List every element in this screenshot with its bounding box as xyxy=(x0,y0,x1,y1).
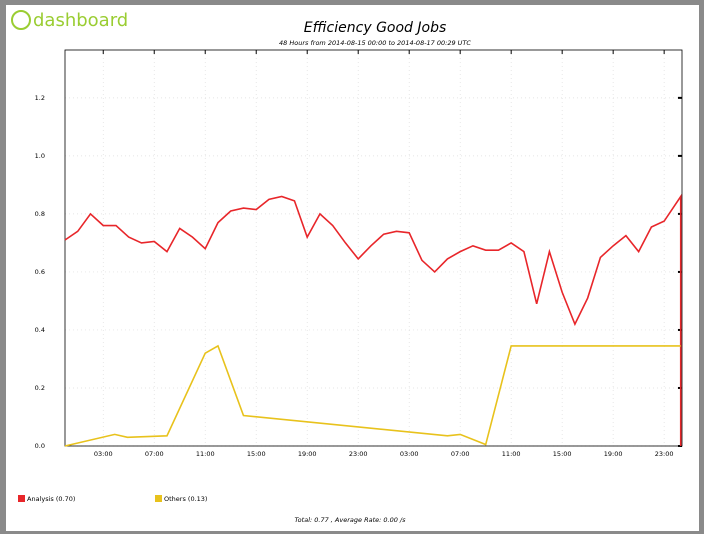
x-tick-label: 15:00 xyxy=(247,450,266,458)
legend-label: Others (0.13) xyxy=(164,495,207,503)
x-tick-label: 11:00 xyxy=(502,450,521,458)
plot-frame xyxy=(64,49,683,447)
logo-icon xyxy=(11,10,31,30)
x-tick-label: 19:00 xyxy=(298,450,317,458)
legend-label: Analysis (0.70) xyxy=(27,495,75,503)
x-tick-label: 03:00 xyxy=(94,450,113,458)
chart-title: Efficiency Good Jobs xyxy=(304,20,447,36)
legend-swatch xyxy=(155,495,162,502)
logo: dashboard xyxy=(33,10,128,31)
x-tick-label: 23:00 xyxy=(349,450,368,458)
y-tick-label: 0.0 xyxy=(35,442,45,450)
x-tick-label: 07:00 xyxy=(145,450,164,458)
y-tick-label: 0.6 xyxy=(35,268,45,276)
x-tick-label: 03:00 xyxy=(400,450,419,458)
series-line xyxy=(64,193,682,446)
panel xyxy=(6,5,699,531)
chart-subtitle: 48 Hours from 2014-08-15 00:00 to 2014-0… xyxy=(279,39,471,47)
x-tick-label: 11:00 xyxy=(196,450,215,458)
x-tick-label: 23:00 xyxy=(655,450,674,458)
y-tick-label: 1.0 xyxy=(35,152,45,160)
y-tick-label: 0.8 xyxy=(35,210,45,218)
x-tick-label: 19:00 xyxy=(604,450,623,458)
footer: Total: 0.77 , Average Rate: 0.00 /s xyxy=(295,516,407,524)
legend-swatch xyxy=(18,495,25,502)
y-tick-label: 0.2 xyxy=(35,384,45,392)
y-tick-label: 1.2 xyxy=(35,94,45,102)
x-tick-label: 15:00 xyxy=(553,450,572,458)
y-tick-label: 0.4 xyxy=(35,326,45,334)
series-line xyxy=(64,344,681,447)
x-tick-label: 07:00 xyxy=(451,450,470,458)
